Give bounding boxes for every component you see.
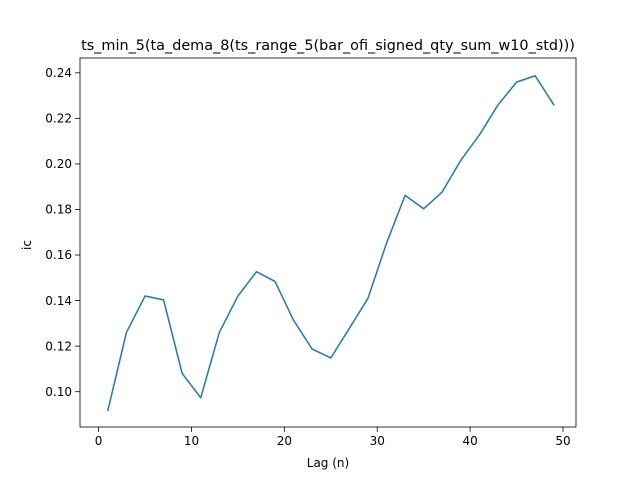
y-axis-label: ic bbox=[20, 240, 34, 250]
x-tick-label: 20 bbox=[277, 434, 292, 448]
x-tick-label: 30 bbox=[370, 434, 385, 448]
x-axis: 0 10 20 30 40 50 bbox=[95, 427, 571, 448]
plot-area bbox=[79, 57, 577, 428]
series-line-0 bbox=[106, 75, 555, 412]
x-tick-label: 0 bbox=[95, 434, 103, 448]
x-tick-label: 50 bbox=[555, 434, 570, 448]
y-tick-label: 0.14 bbox=[45, 294, 72, 308]
y-tick-label: 0.10 bbox=[45, 385, 72, 399]
y-tick-label: 0.22 bbox=[45, 112, 72, 126]
y-axis: 0.10 0.12 0.14 0.16 0.18 0.20 0.22 0.24 bbox=[45, 66, 80, 399]
x-tick-label: 40 bbox=[462, 434, 477, 448]
y-tick-label: 0.18 bbox=[45, 203, 72, 217]
chart-title: ts_min_5(ta_dema_8(ts_range_5(bar_ofi_si… bbox=[81, 38, 575, 54]
plot-frame bbox=[79, 57, 577, 428]
y-tick-label: 0.20 bbox=[45, 157, 72, 171]
y-tick-label: 0.16 bbox=[45, 248, 72, 262]
x-axis-label: Lag (n) bbox=[307, 456, 349, 470]
y-tick-label: 0.12 bbox=[45, 339, 72, 353]
y-tick-label: 0.24 bbox=[45, 66, 72, 80]
x-tick-label: 10 bbox=[184, 434, 199, 448]
